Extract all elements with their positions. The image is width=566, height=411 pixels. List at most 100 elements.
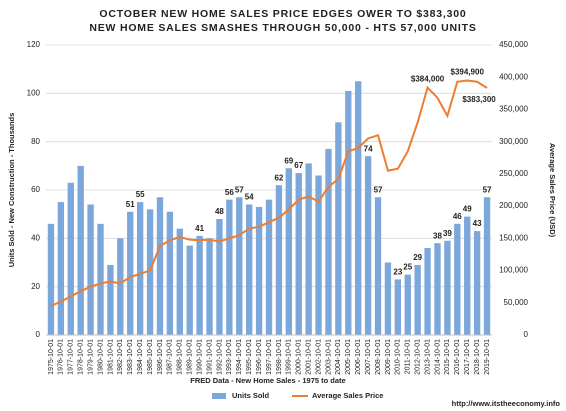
x-tick-label: 2013-10-01 — [424, 339, 431, 375]
y-tick-label: 20 — [31, 282, 40, 291]
x-tick-label: 1980-10-01 — [97, 339, 104, 375]
x-tick-label: 1994-10-01 — [236, 339, 243, 375]
data-label: $384,000 — [411, 75, 445, 84]
y-tick-label: 100 — [27, 88, 41, 97]
data-label: 54 — [245, 193, 254, 202]
bar — [305, 163, 312, 335]
y2-tick-label: 0 — [524, 330, 529, 339]
x-tick-label: 1996-10-01 — [256, 339, 263, 375]
bar — [186, 245, 193, 335]
x-tick-label: 1987-10-01 — [167, 339, 174, 375]
y-tick-label: 80 — [31, 137, 40, 146]
legend-label: Average Sales Price — [312, 391, 383, 400]
bar — [483, 197, 491, 335]
data-label: $383,300 — [462, 95, 496, 104]
y-axis-title: Units Sold - New Construction - Thousand… — [7, 113, 16, 268]
bar — [335, 122, 342, 335]
bar — [275, 185, 283, 335]
x-tick-label: 1985-10-01 — [147, 339, 154, 375]
bar — [464, 216, 471, 335]
x-tick-label: 2014-10-01 — [434, 339, 441, 375]
x-tick-label: 1990-10-01 — [196, 339, 203, 375]
bar — [176, 228, 183, 335]
data-label: 74 — [364, 144, 373, 153]
data-label: 38 — [433, 231, 442, 240]
bar — [117, 238, 124, 335]
bar — [444, 240, 451, 335]
bar — [47, 223, 55, 335]
bar — [295, 173, 302, 335]
bar — [67, 182, 74, 335]
bar — [216, 219, 223, 335]
x-tick-label: 2008-10-01 — [375, 339, 382, 375]
data-label: 51 — [126, 200, 135, 209]
x-tick-label: 1997-10-01 — [266, 339, 273, 375]
x-tick-label: 1998-10-01 — [276, 339, 283, 375]
bar — [265, 199, 273, 335]
bar — [255, 206, 263, 335]
bar — [97, 223, 104, 335]
x-tick-label: 1978-10-01 — [78, 339, 85, 375]
x-tick-label: 1986-10-01 — [157, 339, 164, 375]
bar — [454, 223, 461, 335]
x-tick-label: 2016-10-01 — [454, 339, 461, 375]
bar — [424, 248, 431, 335]
bar — [196, 235, 203, 335]
data-label: 39 — [443, 229, 452, 238]
bar — [136, 202, 144, 335]
data-label: 49 — [463, 205, 472, 214]
data-label: 56 — [225, 188, 234, 197]
x-tick-label: 2007-10-01 — [365, 339, 372, 375]
x-tick-label: 2000-10-01 — [296, 339, 303, 375]
data-label: $394,900 — [451, 68, 485, 77]
x-tick-label: 1982-10-01 — [117, 339, 124, 375]
x-tick-label: 2019-10-01 — [484, 339, 491, 375]
bar — [146, 209, 154, 335]
bar — [473, 231, 481, 335]
bar — [315, 175, 322, 335]
bar — [57, 202, 65, 335]
x-tick-label: 2006-10-01 — [355, 339, 362, 375]
x-tick-label: 1976-10-01 — [58, 339, 65, 375]
bar — [345, 90, 352, 336]
bar — [156, 197, 164, 335]
y2-tick-label: 100,000 — [499, 266, 528, 275]
y-tick-label: 120 — [27, 40, 41, 49]
legend-label: Units Sold — [232, 391, 270, 400]
bar — [355, 81, 362, 335]
y-tick-label: 40 — [31, 233, 40, 242]
x-tick-label: 2010-10-01 — [395, 339, 402, 375]
legend-swatch — [212, 393, 226, 399]
bar — [285, 168, 292, 335]
data-label: 46 — [453, 212, 462, 221]
chart-subtitle: NEW HOME SALES SMASHES THROUGH 50,000 - … — [89, 22, 476, 34]
y2-tick-label: 50,000 — [504, 298, 529, 307]
y2-tick-label: 200,000 — [499, 201, 528, 210]
bar — [246, 204, 253, 335]
bar — [127, 211, 134, 335]
data-label: 69 — [284, 156, 293, 165]
data-label: 23 — [393, 268, 402, 277]
bar — [107, 264, 114, 335]
x-tick-label: 2009-10-01 — [385, 339, 392, 375]
data-label: 67 — [294, 161, 303, 170]
line — [50, 79, 488, 307]
data-label: 43 — [473, 219, 482, 228]
bar — [236, 197, 243, 335]
x-axis-title: FRED Data - New Home Sales - 1975 to dat… — [190, 376, 345, 385]
x-tick-label: 2011-10-01 — [405, 339, 412, 374]
data-label: 29 — [413, 253, 422, 262]
x-tick-label: 1999-10-01 — [286, 339, 293, 375]
x-tick-label: 1995-10-01 — [246, 339, 253, 375]
bar — [384, 262, 392, 335]
x-tick-label: 2005-10-01 — [345, 339, 352, 375]
bar — [166, 211, 174, 335]
y-tick-label: 60 — [31, 185, 40, 194]
data-label: 55 — [136, 190, 145, 199]
x-tick-label: 2001-10-01 — [305, 339, 312, 375]
x-tick-label: 1983-10-01 — [127, 339, 134, 375]
bar — [325, 148, 332, 335]
bar — [414, 264, 421, 335]
data-label: 25 — [403, 263, 412, 272]
bar — [226, 199, 233, 335]
